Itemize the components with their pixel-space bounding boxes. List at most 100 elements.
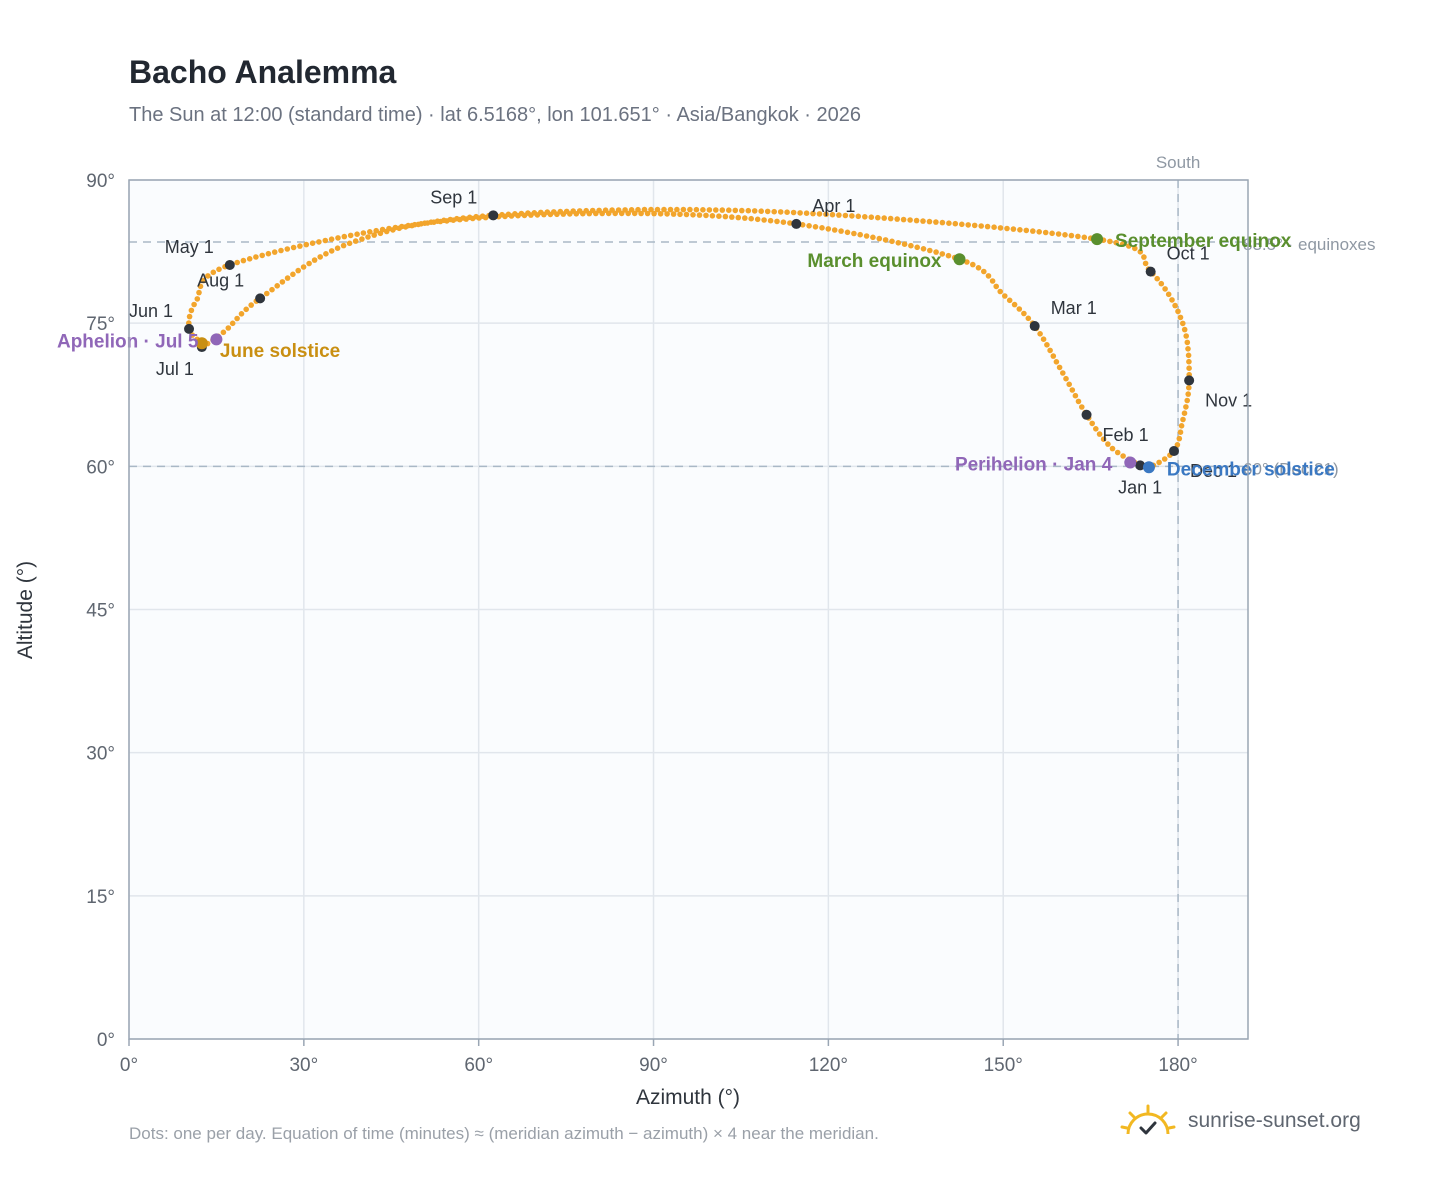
daily-sun-dot [1181, 326, 1188, 333]
daily-sun-dot [703, 212, 709, 219]
daily-sun-dot [745, 207, 752, 214]
month-label-jan-1: Jan 1 [1118, 477, 1162, 497]
month-marker-oct-1[interactable] [1145, 266, 1156, 277]
daily-sun-dot [609, 207, 615, 213]
daily-sun-dot [849, 213, 855, 219]
month-marker-may-1[interactable] [224, 259, 235, 270]
daily-sun-dot [952, 220, 959, 227]
daily-sun-dot [473, 213, 479, 220]
daily-sun-dot [1114, 449, 1121, 456]
event-marker-june-solstice[interactable] [195, 337, 208, 350]
daily-sun-dot [908, 242, 914, 249]
month-marker-dec-1[interactable] [1168, 446, 1179, 457]
daily-sun-dot [889, 238, 895, 245]
daily-sun-dot [1042, 229, 1049, 236]
daily-sun-dot [812, 224, 819, 230]
month-marker-jun-1[interactable] [184, 323, 195, 334]
daily-sun-dot [1183, 404, 1189, 410]
daily-sun-dot [1132, 245, 1138, 252]
daily-sun-dot [188, 307, 195, 314]
daily-sun-dot [1176, 435, 1183, 442]
daily-sun-dot [748, 215, 754, 222]
daily-sun-dot [1120, 453, 1126, 459]
daily-sun-dot [377, 230, 384, 237]
daily-sun-dot [290, 244, 297, 251]
daily-sun-dot [719, 207, 726, 213]
month-label-oct-1: Oct 1 [1167, 244, 1210, 264]
daily-sun-dot [1107, 238, 1113, 245]
month-marker-mar-1[interactable] [1029, 321, 1040, 332]
daily-sun-dot [216, 266, 222, 273]
daily-sun-dot [628, 207, 635, 213]
meridian-label: South [1156, 153, 1200, 172]
daily-sun-dot [927, 247, 933, 254]
daily-sun-dot [1017, 227, 1023, 233]
y-tick-label: 75° [86, 314, 115, 335]
daily-sun-dot [1030, 228, 1036, 234]
brand[interactable]: sunrise-sunset.org [1120, 1104, 1361, 1138]
daily-sun-dot [278, 247, 284, 254]
daily-sun-dot [1053, 359, 1060, 365]
daily-sun-dot [479, 213, 486, 219]
daily-sun-dot [589, 207, 596, 214]
daily-sun-dot [1021, 310, 1027, 317]
daily-sun-dot [667, 206, 674, 213]
daily-sun-dot [248, 302, 254, 308]
daily-sun-dot [300, 264, 307, 270]
daily-sun-dot [657, 211, 664, 217]
daily-sun-dot [991, 224, 997, 230]
month-marker-aug-1[interactable] [255, 293, 266, 304]
daily-sun-dot [1016, 306, 1023, 312]
reference-line-label: 83.5° · equinoxes [1243, 235, 1376, 254]
month-label-may-1: May 1 [165, 237, 214, 257]
daily-sun-dot [1142, 260, 1149, 267]
daily-sun-dot [989, 278, 996, 284]
daily-sun-dot [518, 210, 525, 217]
daily-sun-dot [797, 210, 803, 216]
event-marker-december-solstice[interactable] [1142, 461, 1155, 474]
daily-sun-dot [1010, 226, 1017, 232]
event-marker-aphelion-jul-5[interactable] [210, 333, 223, 346]
daily-sun-dot [352, 238, 359, 244]
daily-sun-dot [371, 232, 378, 238]
daily-sun-dot [838, 228, 844, 234]
daily-sun-dot [328, 248, 335, 254]
daily-sun-dot [851, 230, 857, 237]
daily-sun-dot [383, 228, 390, 235]
daily-sun-dot [354, 231, 360, 237]
y-tick-label: 45° [86, 601, 115, 622]
daily-sun-dot [447, 216, 454, 223]
daily-sun-dot [205, 273, 211, 279]
daily-sun-dot [1025, 315, 1032, 322]
y-axis-label: Altitude (°) [14, 561, 37, 659]
y-tick-label: 90° [86, 171, 115, 192]
event-label-june-solstice: June solstice [220, 341, 340, 362]
daily-sun-dot [1181, 410, 1188, 417]
daily-sun-dot [641, 206, 648, 213]
event-label-december-solstice: December solstice [1167, 459, 1335, 480]
month-marker-jan-1[interactable] [1135, 460, 1146, 471]
daily-sun-dot [810, 210, 816, 217]
page-subtitle: The Sun at 12:00 (standard time) · lat 6… [129, 104, 862, 126]
daily-sun-dot [1047, 347, 1053, 354]
daily-sun-dot [901, 241, 908, 247]
daily-sun-dot [819, 225, 825, 231]
daily-sun-dot [985, 273, 992, 279]
daily-sun-dot [971, 222, 978, 229]
daily-sun-dot [964, 259, 970, 265]
event-marker-perihelion-jan-4[interactable] [1124, 456, 1137, 469]
month-label-dec-1: Dec 1 [1190, 461, 1237, 481]
daily-sun-dot [777, 209, 784, 215]
month-marker-apr-1[interactable] [791, 218, 802, 229]
month-marker-nov-1[interactable] [1184, 375, 1195, 386]
month-marker-feb-1[interactable] [1081, 409, 1092, 420]
event-marker-march-equinox[interactable] [953, 253, 966, 266]
daily-sun-dot [1100, 436, 1107, 443]
daily-sun-dot [1037, 331, 1043, 337]
daily-sun-dot [700, 207, 706, 213]
event-marker-september-equinox[interactable] [1091, 233, 1104, 246]
daily-sun-dot [1049, 230, 1055, 237]
daily-sun-dot [816, 211, 823, 217]
month-marker-sep-1[interactable] [488, 210, 499, 221]
daily-sun-dot [981, 268, 987, 275]
